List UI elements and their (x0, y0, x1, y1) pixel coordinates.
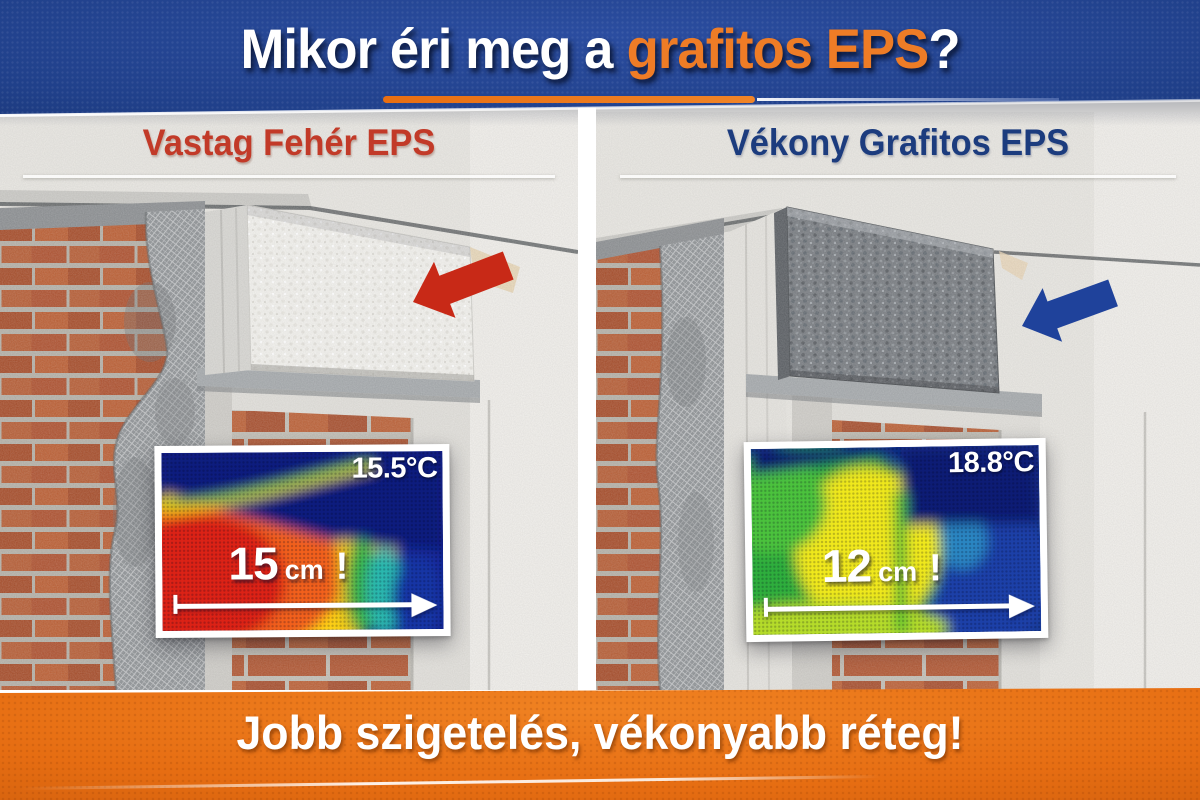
title-prefix: Mikor éri meg a (240, 17, 613, 80)
right-heading-rule (620, 175, 1176, 178)
blue-arrow-icon (1022, 279, 1118, 342)
measure-arrow-icon (763, 588, 1036, 622)
left-panel-heading: Vastag Fehér EPS (142, 122, 436, 163)
title-underline (383, 96, 755, 103)
poster-title: Mikor éri meg a grafitos EPS? (36, 16, 1164, 81)
measure-arrow-icon (173, 587, 438, 619)
left-thermal-card: 15.5°C 15 cm! (154, 443, 451, 639)
right-temperature-badge: 18.8°C (947, 446, 1035, 480)
right-thermal-card: 18.8°C 12 cm! (743, 437, 1049, 643)
right-panel-heading: Vékony Grafitos EPS (726, 122, 1070, 163)
left-temperature-badge: 15.5°C (351, 452, 438, 485)
comparison-stage: Vastag Fehér EPS (0, 96, 1200, 690)
left-thermal-image (161, 451, 444, 631)
right-thickness-label: 12 cm! (821, 539, 943, 593)
left-panel-white-eps: Vastag Fehér EPS (0, 96, 578, 690)
red-arrow-icon (413, 251, 514, 318)
bottom-banner: Jobb szigetelés, vékonyabb réteg! (0, 688, 1200, 800)
title-question-mark: ? (928, 17, 960, 80)
right-panel-graphite-eps: Vékony Grafitos EPS (596, 96, 1200, 690)
footer-line (20, 774, 880, 791)
title-highlight: grafitos EPS (626, 17, 930, 80)
footer-slogan: Jobb szigetelés, vékonyabb réteg! (236, 706, 964, 759)
title-underline-thin (757, 98, 1059, 101)
left-thickness-measure: 15 cm! (172, 498, 438, 619)
left-heading-rule (23, 175, 555, 178)
left-thickness-label: 15 cm! (228, 536, 349, 590)
top-banner: Mikor éri meg a grafitos EPS? (0, 0, 1200, 115)
right-thickness-measure: 12 cm! (763, 494, 1036, 622)
